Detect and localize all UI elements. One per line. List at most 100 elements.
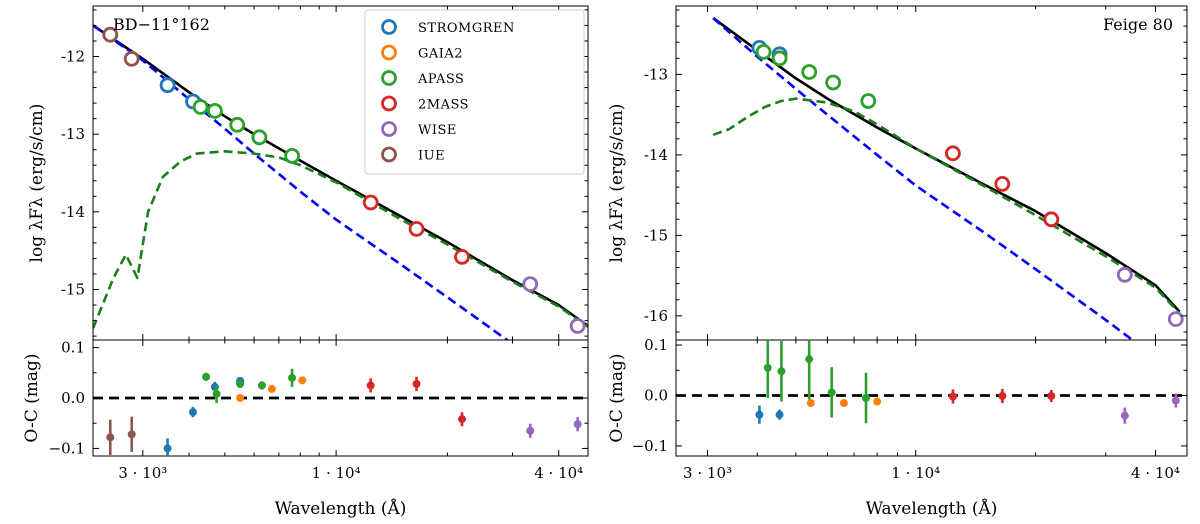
- residual-apass-point: [212, 389, 221, 398]
- x-ticks: [707, 6, 1156, 456]
- legend-marker-2mass: [381, 95, 397, 112]
- panel-1: 3 · 10³ 1 · 10⁴ 4 · 10⁴ -12 -13 -14 -15 0.1 0.0 −…: [22, 5, 589, 519]
- residual-2mass-point: [366, 381, 375, 390]
- phot-apass-point: [251, 129, 268, 146]
- residual-2mass-point: [948, 392, 957, 401]
- legend-marker-iue: [381, 146, 397, 163]
- residual-apass-point: [827, 388, 836, 397]
- star-name: BD−11°162: [113, 15, 210, 34]
- res-y-tick-label: 0.1: [61, 339, 85, 357]
- residual-2mass-point: [412, 379, 421, 388]
- phot-wise-point: [1167, 311, 1184, 328]
- x-axis-title: Wavelength (Å): [866, 498, 998, 519]
- series-cool-component: [712, 97, 1181, 315]
- residual-y-axis-title: O-C (mag): [607, 353, 627, 442]
- x-tick-label: 3 · 10³: [683, 464, 732, 482]
- series-cool-component: [93, 150, 588, 329]
- phot-wise-point: [1116, 266, 1133, 283]
- residual-points: [676, 340, 1187, 424]
- phot-stromgren-point: [159, 77, 176, 94]
- residual-apass-point: [202, 372, 211, 381]
- x-tick-label: 4 · 10⁴: [1131, 464, 1180, 482]
- phot-apass-point: [284, 147, 301, 164]
- residual-apass-point: [805, 355, 814, 364]
- phot-apass-point: [825, 74, 841, 91]
- x-ticks: [142, 6, 560, 456]
- y-tick-label: -14: [61, 203, 85, 221]
- y-tick-label: -14: [644, 146, 668, 164]
- res-y-tick-label: 0.1: [644, 336, 668, 354]
- legend-label: IUE: [418, 149, 445, 164]
- residual-apass-point: [777, 367, 786, 376]
- phot-wise-point: [522, 276, 539, 293]
- phot-apass-point: [229, 116, 246, 133]
- residual-2mass-point: [1047, 391, 1056, 400]
- phot-2mass-point: [454, 248, 470, 265]
- residual-wise-point: [1171, 396, 1180, 405]
- residual-gaia2-point: [806, 399, 815, 408]
- phot-iue-point: [102, 26, 119, 43]
- y-axis-title: log λFλ (erg/s/cm): [607, 104, 627, 263]
- x-tick-label: 4 · 10⁴: [534, 464, 583, 482]
- residual-gaia2-point: [267, 384, 276, 393]
- residual-gaia2-point: [873, 397, 882, 406]
- residual-points: [93, 368, 588, 456]
- res-y-tick-label: 0.0: [61, 389, 85, 407]
- residual-stromgren-point: [188, 408, 197, 417]
- x-tick-label: 1 · 10⁴: [312, 464, 361, 482]
- residual-2mass-point: [457, 415, 466, 424]
- series-total-model: [93, 24, 588, 328]
- star-name: Feige 80: [1103, 15, 1173, 34]
- legend-label: STROMGREN: [418, 21, 515, 36]
- residual-apass-point: [763, 363, 772, 372]
- residual-gaia2-point: [236, 394, 245, 402]
- legend-marker-stromgren: [381, 19, 397, 35]
- y-tick-label: -13: [644, 65, 668, 83]
- y-tick-label: -12: [61, 47, 85, 65]
- series-hot-component: [712, 17, 1134, 340]
- x-axis-title: Wavelength (Å): [275, 498, 407, 519]
- residual-apass-point: [861, 394, 870, 402]
- phot-apass-point: [801, 64, 818, 80]
- photometry-points: [751, 40, 1184, 328]
- legend-label: WISE: [418, 123, 457, 138]
- phot-apass-point: [206, 103, 223, 119]
- main-axes-frame: [675, 5, 1188, 341]
- legend: STROMGREN GAIA2 APASS 2MASS WISE IUE: [364, 9, 585, 175]
- phot-2mass-point: [994, 175, 1011, 192]
- res-y-tick-label: −0.1: [632, 437, 668, 455]
- residual-stromgren-point: [163, 444, 172, 453]
- legend-marker-wise: [381, 121, 397, 137]
- residual-apass-point: [288, 373, 297, 382]
- series-total-model: [712, 17, 1181, 313]
- y-tick-label: -13: [61, 125, 85, 143]
- y-ticks: [676, 9, 1187, 447]
- residual-apass-point: [257, 381, 266, 390]
- residual-iue-point: [127, 430, 136, 439]
- res-y-tick-label: 0.0: [644, 386, 668, 404]
- phot-iue-point: [123, 50, 140, 67]
- phot-apass-point: [771, 50, 788, 67]
- phot-apass-point: [755, 44, 772, 60]
- legend-label: APASS: [417, 72, 464, 87]
- residual-wise-point: [573, 420, 582, 429]
- legend-label: 2MASS: [418, 98, 469, 113]
- phot-wise-point: [569, 318, 586, 334]
- legend-label: GAIA2: [418, 47, 463, 62]
- legend-marker-apass: [381, 70, 397, 86]
- phot-2mass-point: [408, 220, 425, 237]
- residual-stromgren-point: [775, 410, 784, 419]
- residual-gaia2-point: [839, 399, 848, 408]
- residual-apass-point: [236, 379, 245, 388]
- residual-axes-frame: [675, 339, 1188, 457]
- phot-apass-point: [192, 99, 209, 115]
- phot-apass-point: [860, 93, 877, 109]
- y-tick-label: -16: [644, 307, 668, 325]
- legend-box: [364, 9, 585, 175]
- residual-iue-point: [106, 433, 115, 442]
- y-tick-label: -15: [644, 226, 668, 244]
- legend-marker-gaia2: [381, 44, 397, 61]
- panel-2: 3 · 10³ 1 · 10⁴ 4 · 10⁴ -13 -14 -15 -16 0.1 0.0 −…: [607, 5, 1188, 519]
- phot-2mass-point: [1043, 211, 1060, 228]
- residual-2mass-point: [998, 391, 1007, 400]
